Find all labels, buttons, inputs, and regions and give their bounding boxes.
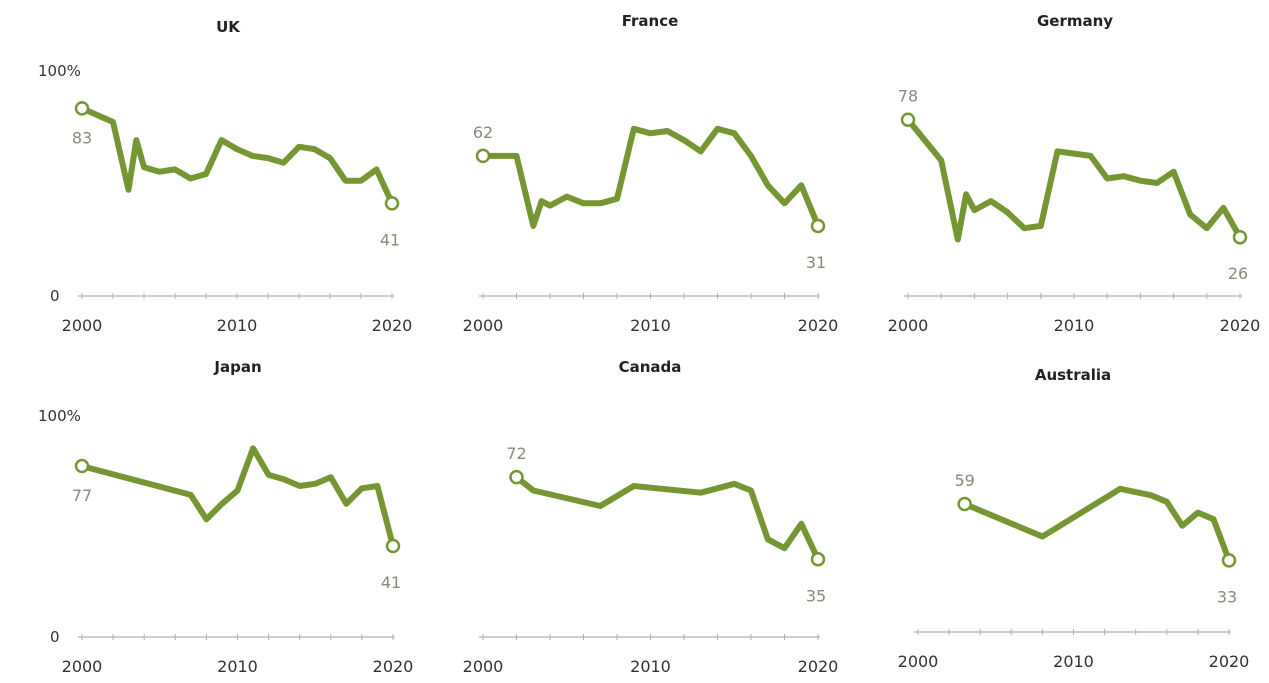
- start-value-label: 72: [506, 444, 526, 463]
- end-point: [384, 196, 400, 211]
- series-line-france: [480, 125, 821, 229]
- end-value-label: 26: [1228, 264, 1248, 283]
- x-tick-label-2000: 2000: [898, 652, 939, 671]
- series-line-australia: [961, 485, 1232, 564]
- panel-canada: Canada 2000 2010 2020 72 35: [463, 358, 839, 676]
- series-line-canada: [513, 474, 821, 563]
- end-value-label: 41: [380, 230, 400, 249]
- x-tick-label-2020: 2020: [372, 316, 413, 335]
- y-tick-label-top: 100%: [38, 62, 81, 80]
- y-tick-label-zero: 0: [50, 287, 60, 305]
- end-point: [385, 538, 401, 554]
- x-tick-label-2020: 2020: [1209, 652, 1250, 671]
- x-tick-label-2010: 2010: [630, 316, 671, 335]
- start-value-label: 83: [72, 128, 92, 147]
- x-tick-label-2000: 2000: [463, 316, 504, 335]
- x-tick-label-2000: 2000: [62, 316, 103, 335]
- panel-title-canada: Canada: [619, 358, 682, 376]
- panel-france: France 2000 2010 2020 62 31: [463, 12, 839, 335]
- end-point: [1221, 553, 1237, 568]
- start-value-label: 78: [898, 87, 918, 106]
- x-tick-label-2020: 2020: [373, 657, 414, 676]
- x-tick-label-2020: 2020: [798, 316, 839, 335]
- end-point: [1232, 229, 1248, 245]
- panel-title-japan: Japan: [213, 358, 261, 376]
- start-point: [475, 148, 491, 164]
- end-value-label: 33: [1217, 587, 1237, 606]
- panel-germany: Germany 2000 2010 2020 78 26: [888, 12, 1261, 335]
- x-tick-label-2000: 2000: [888, 316, 929, 335]
- start-point: [900, 112, 916, 127]
- x-tick-label-2010: 2010: [1054, 316, 1095, 335]
- panel-title-germany: Germany: [1037, 12, 1113, 30]
- series-line-germany: [905, 116, 1243, 243]
- start-point: [74, 458, 90, 474]
- start-value-label: 59: [954, 471, 974, 490]
- start-point: [509, 469, 524, 485]
- x-tick-label-2000: 2000: [463, 657, 504, 676]
- end-value-label: 31: [806, 253, 826, 272]
- panel-title-uk: UK: [216, 18, 241, 36]
- panel-australia: Australia 2000 2010 2020 59 33: [898, 366, 1250, 671]
- x-tick-label-2010: 2010: [217, 657, 258, 676]
- start-point: [74, 101, 90, 116]
- series-line-uk: [79, 105, 395, 207]
- end-point: [810, 218, 826, 234]
- start-value-label: 77: [72, 486, 92, 505]
- panel-title-france: France: [622, 12, 679, 30]
- panel-title-australia: Australia: [1035, 366, 1111, 384]
- series-line-japan: [79, 445, 396, 549]
- end-point: [810, 552, 826, 567]
- y-tick-label-top: 100%: [38, 407, 81, 425]
- end-value-label: 35: [806, 586, 826, 605]
- x-tick-label-2020: 2020: [1220, 316, 1261, 335]
- y-tick-label-zero: 0: [50, 628, 60, 646]
- x-tick-label-2000: 2000: [62, 657, 103, 676]
- end-value-label: 41: [381, 573, 401, 592]
- x-tick-label-2010: 2010: [630, 657, 671, 676]
- x-tick-label-2010: 2010: [1053, 652, 1094, 671]
- start-point: [957, 496, 972, 512]
- x-tick-label-2020: 2020: [798, 657, 839, 676]
- start-value-label: 62: [473, 123, 493, 142]
- x-tick-label-2010: 2010: [217, 316, 258, 335]
